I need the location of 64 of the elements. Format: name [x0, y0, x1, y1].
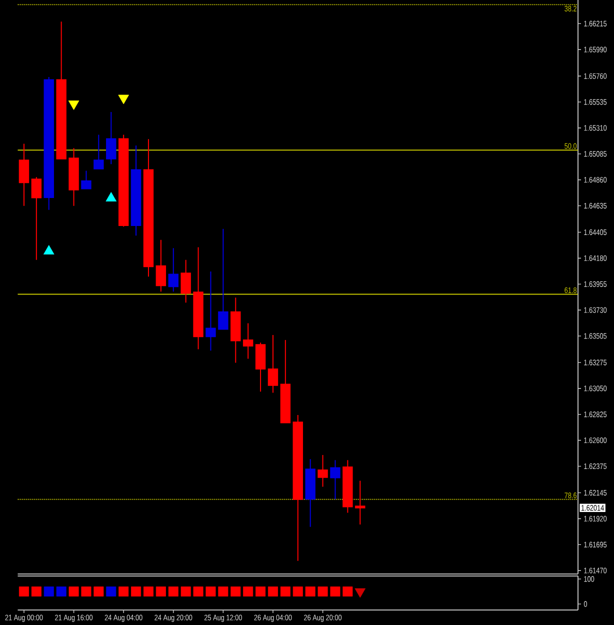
- candlestick: [255, 342, 266, 392]
- candlestick: [206, 271, 216, 352]
- candlestick: [318, 454, 328, 488]
- y-tick-label: 1.64405: [584, 229, 607, 236]
- y-tick-label: 1.63730: [584, 307, 607, 313]
- y-tick-label: 1.61695: [584, 542, 607, 548]
- y-tick-label: 1.65990: [584, 46, 607, 52]
- y-tick-label: 1.61920: [584, 516, 607, 522]
- candlestick: [143, 138, 154, 278]
- candlestick: [56, 21, 66, 160]
- y-tick-label: 1.65085: [584, 151, 607, 157]
- y-tick-label: 1.62600: [584, 437, 607, 444]
- y-tick-label: 1.63275: [584, 360, 607, 366]
- candlestick: [118, 134, 129, 228]
- y-tick-label: 1.63955: [584, 281, 607, 287]
- candlestick: [242, 322, 254, 360]
- candlestick: [268, 334, 278, 394]
- candlestick: [31, 176, 42, 260]
- annotation: 78.6: [564, 492, 577, 498]
- candlestick: [292, 414, 303, 562]
- y-tick-label: 1.65535: [584, 99, 607, 105]
- candlestick: [18, 143, 30, 206]
- candlestick: [280, 340, 291, 424]
- y-tick-label: 1.63050: [584, 386, 607, 392]
- candlestick: [94, 134, 104, 170]
- x-tick-label: 24 Aug 04:00: [104, 614, 142, 622]
- x-tick-label: 24 Aug 20:00: [154, 614, 192, 622]
- candlestick: [130, 144, 142, 236]
- y-tick-label: 1.61470: [584, 568, 607, 574]
- annotation: 38.2: [564, 6, 576, 12]
- y-tick-label: 1.65310: [584, 125, 607, 131]
- candlestick: [342, 460, 353, 514]
- y-tick-label: 1.62375: [584, 463, 607, 470]
- candlestick: [106, 112, 116, 165]
- annotation: 1.62014: [581, 505, 604, 511]
- x-tick-label: 25 Aug 12:00: [204, 614, 242, 622]
- annotation: 50.0: [564, 143, 577, 149]
- y-tick-label: 1.64860: [584, 176, 607, 183]
- y-tick-label: 1.66215: [584, 20, 607, 26]
- y-tick-label: 1.64635: [584, 202, 607, 209]
- y-tick-label: 1.64180: [584, 255, 607, 262]
- candlestick: [330, 460, 340, 500]
- candlestick: [218, 228, 228, 330]
- candlestick: [68, 148, 79, 206]
- annotation: 61.8: [564, 287, 577, 294]
- x-tick-label: 26 Aug 04:00: [254, 614, 292, 622]
- y-tick-label: 100: [584, 576, 594, 582]
- x-tick-label: 26 Aug 20:00: [304, 614, 342, 622]
- candlestick: [355, 480, 366, 525]
- candlestick: [180, 259, 191, 304]
- candlestick: [193, 246, 204, 350]
- y-tick-label: 1.65760: [584, 73, 607, 79]
- candlestick: [230, 297, 241, 364]
- candlestick: [156, 239, 166, 292]
- candlestick: [168, 248, 178, 292]
- y-tick-label: 0: [584, 601, 588, 607]
- candlestick: [305, 458, 316, 528]
- x-tick-label: 21 Aug 16:00: [55, 614, 93, 622]
- candlestick: [81, 170, 92, 190]
- y-tick-label: 1.62145: [584, 490, 607, 496]
- y-tick-label: 1.63505: [584, 333, 607, 339]
- x-tick-label: 21 Aug 00:00: [5, 614, 43, 622]
- candlestick: [44, 76, 54, 210]
- y-tick-label: 1.62825: [584, 412, 607, 418]
